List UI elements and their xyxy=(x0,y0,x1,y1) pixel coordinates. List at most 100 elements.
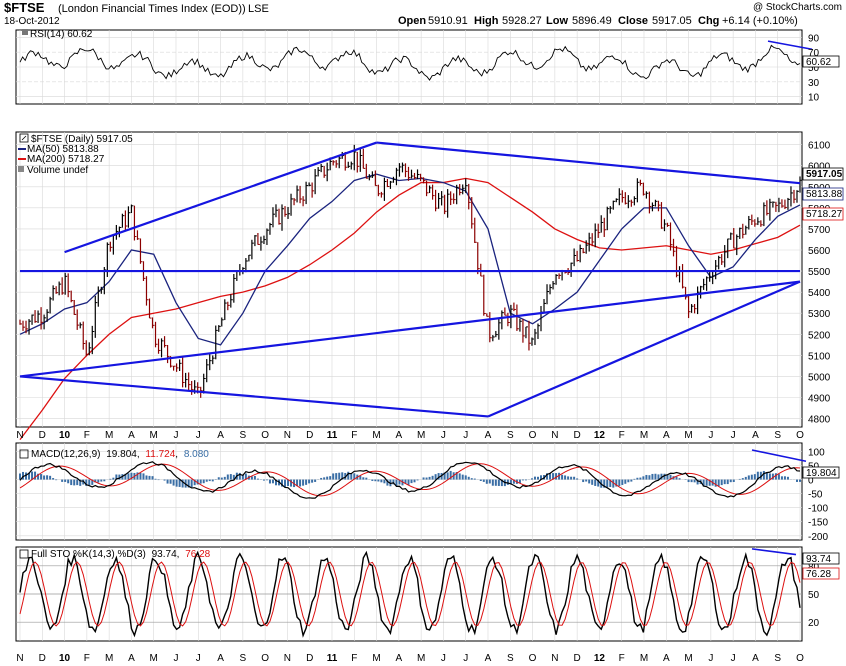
symbol-title: $FTSE xyxy=(4,0,45,15)
x-tick-label-bottom: J xyxy=(708,653,713,664)
sto-legend: Full STO %K(14,3) %D(3) 93.74, 76.28 xyxy=(31,549,211,560)
sto-d-value-tag xyxy=(802,567,840,580)
ma50-line xyxy=(19,173,801,346)
x-tick-label: F xyxy=(84,430,90,441)
close-value-tag xyxy=(802,167,844,181)
price-y-tick: 4800 xyxy=(808,415,831,426)
x-tick-label: O xyxy=(796,430,804,441)
x-tick-label: F xyxy=(351,430,357,441)
x-tick-label-bottom: N xyxy=(551,653,558,664)
rsi-polyline xyxy=(19,44,801,81)
macd-y-tick: 0 xyxy=(808,476,814,487)
price-y-tick: 5200 xyxy=(808,330,831,341)
x-tick-label: M xyxy=(150,430,158,441)
price-y-tick: 5700 xyxy=(808,225,831,236)
sto-sep: , xyxy=(177,549,180,560)
price-y-tick: 4900 xyxy=(808,394,831,405)
rsi-line xyxy=(19,40,813,81)
rsi-y-tick: 10 xyxy=(808,93,820,104)
x-tick-label: 11 xyxy=(327,430,338,441)
ma200-value-tag-text: 5718.27 xyxy=(806,209,843,220)
macd-legend-prefix: MACD(12,26,9) xyxy=(31,449,100,460)
macd-signal-line xyxy=(19,463,801,497)
x-tick-label: A xyxy=(752,430,759,441)
x-tick-label-bottom: D xyxy=(574,653,581,664)
rsi-y-tick: 90 xyxy=(808,33,820,44)
x-tick-label: M xyxy=(640,430,648,441)
macd-legend: MACD(12,26,9) 19.804, 11.724, 8.080 xyxy=(31,449,209,460)
x-tick-label-bottom: S xyxy=(507,653,514,664)
x-tick-label-bottom: S xyxy=(240,653,247,664)
sto-legend-prefix: Full STO %K(14,3) %D(3) xyxy=(31,549,146,560)
x-tick-label-bottom: A xyxy=(752,653,759,664)
x-tick-label: N xyxy=(551,430,558,441)
x-tick-label-bottom: 12 xyxy=(594,653,606,664)
x-tick-label: O xyxy=(261,430,269,441)
chg-value: +6.14 (+0.10%) xyxy=(722,15,798,27)
x-tick-label-bottom: A xyxy=(663,653,670,664)
trendline xyxy=(487,280,801,418)
ma50-value-tag xyxy=(802,187,844,201)
rsi-divergence-line xyxy=(767,40,813,51)
price-y-tick: 6100 xyxy=(808,141,831,152)
macd-hist-value: 8.080 xyxy=(184,449,209,460)
macd-y-tick: 100 xyxy=(808,447,825,458)
x-tick-label-bottom: M xyxy=(684,653,692,664)
sto-k-value: 93.74 xyxy=(152,549,177,560)
x-tick-label: J xyxy=(174,430,179,441)
rsi-y-tick: 70 xyxy=(808,48,820,59)
macd-y-tick: -150 xyxy=(808,518,828,529)
x-tick-label: J xyxy=(441,430,446,441)
price-legend-swatch-mark xyxy=(21,135,27,141)
x-tick-label: S xyxy=(240,430,247,441)
sto-legend-swatch xyxy=(19,549,29,559)
x-tick-label-bottom: F xyxy=(351,653,357,664)
ma200-legend: MA(200) 5718.27 xyxy=(27,154,105,165)
x-tick-label: J xyxy=(196,430,201,441)
macd-legend-swatch xyxy=(19,449,29,459)
price-y-tick: 5600 xyxy=(808,246,831,257)
high-value: 5928.27 xyxy=(502,15,542,27)
macd-y-tick: -50 xyxy=(808,490,823,501)
trendline xyxy=(376,141,801,185)
macd-value-tag-text: 19.804 xyxy=(806,468,837,479)
high-label: High xyxy=(474,15,499,27)
sto-divergence-line xyxy=(751,548,797,556)
x-tick-label: D xyxy=(39,430,46,441)
x-tick-label-bottom: J xyxy=(174,653,179,664)
volume-legend: Volume undef xyxy=(27,165,88,176)
x-tick-label: D xyxy=(306,430,313,441)
x-tick-label-bottom: S xyxy=(774,653,781,664)
rsi-legend: RSI(14) 60.62 xyxy=(30,29,93,40)
x-tick-label-bottom: M xyxy=(640,653,648,664)
moving-averages xyxy=(19,173,801,441)
x-tick-label-bottom: A xyxy=(217,653,224,664)
x-tick-label-bottom: A xyxy=(396,653,403,664)
price-panel xyxy=(15,131,803,428)
x-tick-label: J xyxy=(708,430,713,441)
y-axis-ticks: 6100600059005800570056005500540053005200… xyxy=(808,33,831,629)
rsi-legend-swatch xyxy=(22,29,28,35)
x-tick-label: M xyxy=(684,430,692,441)
exchange-label: LSE xyxy=(248,3,269,15)
macd-main-line xyxy=(19,461,801,499)
x-tick-label-bottom: F xyxy=(619,653,625,664)
price-y-tick: 5100 xyxy=(808,351,831,362)
sto-y-tick: 50 xyxy=(808,590,820,601)
price-bars xyxy=(19,144,802,398)
ma200-value-tag xyxy=(802,207,844,221)
x-tick-label-bottom: J xyxy=(196,653,201,664)
low-label: Low xyxy=(546,15,568,27)
x-tick-label-bottom: F xyxy=(84,653,90,664)
low-value: 5896.49 xyxy=(572,15,612,27)
x-tick-label: D xyxy=(574,430,581,441)
sto-d-line xyxy=(19,561,801,627)
macd-y-tick: -200 xyxy=(808,532,828,543)
ma200-line xyxy=(19,177,801,441)
x-axis-ticks: N N D D 10 10 F F M M A A M M J J J J A A S S O O N N D D 11 11 F F M M A A… xyxy=(16,430,804,664)
close-label: Close xyxy=(618,15,648,27)
x-tick-label: N xyxy=(16,430,23,441)
x-tick-label-bottom: O xyxy=(261,653,269,664)
